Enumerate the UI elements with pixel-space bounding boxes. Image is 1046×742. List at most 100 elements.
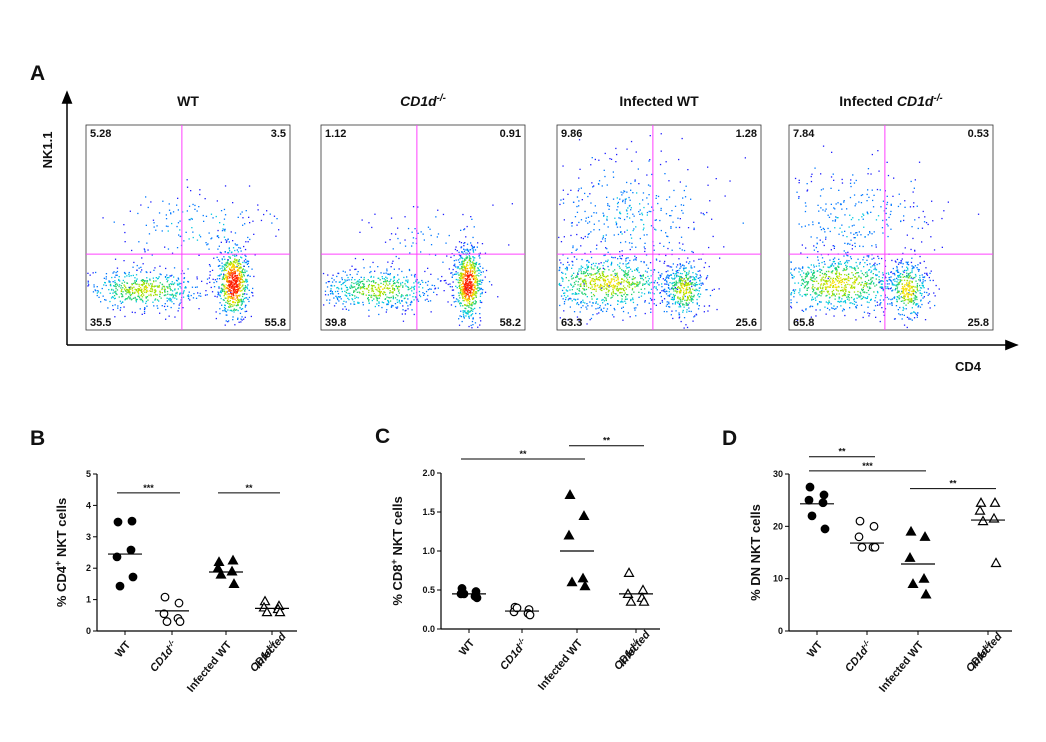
event-dot: [376, 303, 378, 305]
event-dot: [232, 240, 234, 242]
event-dot: [437, 287, 439, 289]
event-dot: [371, 286, 373, 288]
event-dot: [145, 286, 147, 288]
event-dot: [224, 297, 226, 299]
event-dot: [801, 267, 804, 269]
event-dot: [145, 285, 147, 287]
event-dot: [458, 261, 461, 263]
event-dot: [562, 272, 564, 274]
event-dot: [688, 310, 690, 312]
event-dot: [225, 292, 228, 294]
event-dot: [684, 285, 686, 287]
event-dot: [625, 302, 627, 304]
event-dot: [468, 267, 471, 269]
event-dot: [587, 269, 589, 271]
event-dot: [684, 270, 686, 273]
event-dot: [853, 303, 856, 305]
event-dot: [604, 254, 606, 256]
event-dot: [683, 293, 685, 295]
event-dot: [158, 212, 161, 214]
event-dot: [468, 285, 470, 287]
event-dot: [622, 288, 624, 290]
event-dot: [615, 279, 618, 282]
event-dot: [474, 288, 477, 290]
event-dot: [458, 300, 460, 302]
event-dot: [228, 288, 230, 291]
event-dot: [97, 291, 100, 293]
event-dot: [437, 209, 439, 211]
event-dot: [573, 285, 575, 287]
event-dot: [843, 294, 845, 296]
event-dot: [700, 258, 702, 260]
event-dot: [462, 257, 464, 260]
event-dot: [908, 300, 910, 302]
event-dot: [132, 297, 135, 299]
event-dot: [675, 266, 678, 268]
event-dot: [462, 280, 464, 282]
event-dot: [672, 221, 674, 223]
event-dot: [821, 289, 823, 292]
event-dot: [847, 294, 849, 296]
event-dot: [465, 265, 468, 267]
event-dot: [126, 275, 128, 277]
event-dot: [398, 278, 400, 280]
event-dot: [469, 287, 471, 289]
event-dot: [912, 291, 914, 293]
event-dot: [669, 282, 671, 284]
event-dot: [676, 288, 679, 290]
event-dot: [365, 294, 367, 296]
event-dot: [684, 281, 686, 283]
event-dot: [580, 245, 582, 247]
event-dot: [851, 248, 853, 250]
event-dot: [155, 290, 157, 292]
event-dot: [205, 290, 207, 292]
event-dot: [394, 303, 397, 305]
event-dot: [684, 267, 686, 269]
event-dot: [345, 286, 348, 288]
event-dot: [654, 228, 656, 230]
event-dot: [870, 277, 872, 279]
event-dot: [604, 281, 606, 283]
event-dot: [581, 199, 583, 201]
event-dot: [463, 250, 466, 253]
event-dot: [633, 228, 635, 230]
event-dot: [459, 293, 461, 295]
event-dot: [608, 286, 610, 288]
event-dot: [142, 279, 144, 281]
event-dot: [656, 282, 659, 284]
event-dot: [414, 273, 416, 276]
event-dot: [889, 279, 891, 281]
event-dot: [851, 277, 853, 279]
event-dot: [660, 229, 662, 232]
event-dot: [568, 279, 570, 282]
event-dot: [637, 267, 639, 269]
event-dot: [470, 269, 472, 271]
event-dot: [406, 295, 409, 297]
event-dot: [463, 278, 465, 280]
event-dot: [569, 306, 571, 308]
event-dot: [242, 261, 244, 264]
event-dot: [103, 284, 105, 286]
event-dot: [881, 307, 883, 309]
event-dot: [689, 277, 691, 279]
event-dot: [239, 299, 242, 301]
event-dot: [243, 297, 245, 300]
event-dot: [680, 291, 682, 293]
event-dot: [869, 283, 871, 285]
event-dot: [196, 210, 198, 212]
event-dot: [620, 282, 622, 284]
event-dot: [823, 283, 825, 285]
event-dot: [835, 267, 837, 269]
event-dot: [664, 260, 666, 263]
event-dot: [847, 283, 849, 285]
event-dot: [819, 291, 821, 293]
event-dot: [671, 269, 674, 271]
event-dot: [590, 280, 592, 282]
event-dot: [371, 290, 373, 292]
event-dot: [471, 273, 474, 275]
event-dot: [397, 274, 399, 276]
event-dot: [234, 278, 236, 280]
event-dot: [559, 203, 561, 206]
event-dot: [348, 309, 350, 311]
event-dot: [595, 288, 597, 290]
